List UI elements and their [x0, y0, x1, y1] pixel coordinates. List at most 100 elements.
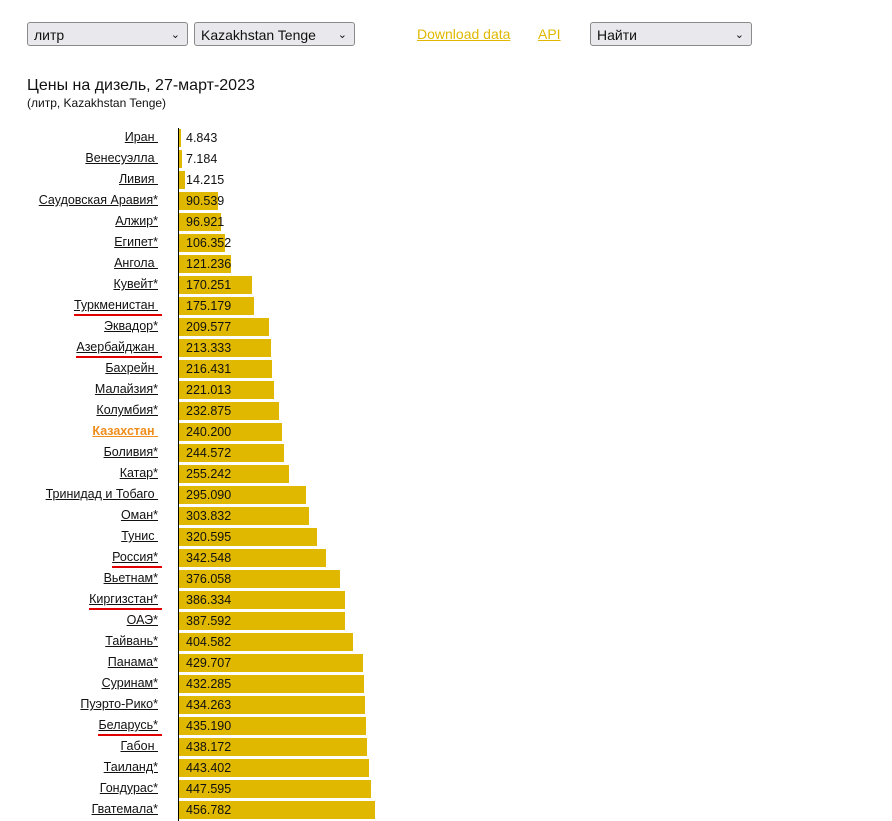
- country-link[interactable]: Кувейт*: [113, 277, 158, 291]
- country-link[interactable]: Таиланд*: [103, 760, 158, 774]
- download-data-link[interactable]: Download data: [417, 26, 511, 42]
- country-link[interactable]: Азербайджан: [76, 340, 158, 354]
- unit-select-value: литр: [34, 27, 65, 43]
- country-link[interactable]: Венесуэлла: [85, 151, 158, 165]
- bar-value-label: 121.236: [186, 257, 232, 271]
- country-link[interactable]: Пуэрто-Рико*: [80, 697, 158, 711]
- country-link[interactable]: Алжир*: [115, 214, 158, 228]
- bar: [179, 129, 182, 147]
- bar-value-label: 447.595: [186, 782, 232, 796]
- bar-value-label: 170.251: [186, 278, 232, 292]
- country-link[interactable]: Тунис: [121, 529, 158, 543]
- chart-row: ОАЭ* 387.592: [0, 611, 600, 632]
- chart-row: Малайзия* 221.013: [0, 380, 600, 401]
- bar: [179, 759, 370, 777]
- country-link[interactable]: Вьетнам*: [103, 571, 158, 585]
- bar-value-label: 435.190: [186, 719, 232, 733]
- country-link[interactable]: Боливия*: [103, 445, 158, 459]
- red-underline-mark: [89, 608, 162, 610]
- country-link[interactable]: Казахстан: [92, 424, 158, 438]
- chart-row: Тунис 320.595: [0, 527, 600, 548]
- country-link[interactable]: Египет*: [114, 235, 158, 249]
- bar-value-label: 320.595: [186, 530, 232, 544]
- bar: [179, 234, 225, 252]
- bar-value-label: 404.582: [186, 635, 232, 649]
- bar: [179, 360, 272, 378]
- country-link[interactable]: Малайзия*: [94, 382, 158, 396]
- chart-row: Казахстан 240.200: [0, 422, 600, 443]
- bar: [179, 549, 326, 567]
- bar-value-label: 429.707: [186, 656, 232, 670]
- chart-row: Бахрейн 216.431: [0, 359, 600, 380]
- bar: [179, 171, 186, 189]
- country-link[interactable]: Оман*: [120, 508, 158, 522]
- find-select-value: Найти: [597, 27, 637, 43]
- bar: [179, 297, 255, 315]
- country-link[interactable]: Бахрейн: [105, 361, 158, 375]
- bar-value-label: 295.090: [186, 488, 232, 502]
- chevron-down-icon: ⌄: [734, 29, 744, 41]
- country-link[interactable]: Ангола: [114, 256, 158, 270]
- country-link[interactable]: ОАЭ*: [126, 613, 158, 627]
- chart-row: Гондурас* 447.595: [0, 779, 600, 800]
- bar: [179, 612, 346, 630]
- bar-value-label: 456.782: [186, 803, 232, 817]
- country-link[interactable]: Катар*: [119, 466, 158, 480]
- chart-row: Саудовская Аравия* 90.539: [0, 191, 600, 212]
- country-link[interactable]: Габон: [120, 739, 158, 753]
- bar: [179, 528, 317, 546]
- bar-value-label: 386.334: [186, 593, 232, 607]
- country-link[interactable]: Суринам*: [101, 676, 158, 690]
- chart-row: Тринидад и Тобаго 295.090: [0, 485, 600, 506]
- bar-value-label: 175.179: [186, 299, 232, 313]
- chart-row: Ливия 14.215: [0, 170, 600, 191]
- chart-row: Вьетнам* 376.058: [0, 569, 600, 590]
- country-link[interactable]: Россия*: [112, 550, 158, 564]
- unit-select[interactable]: литр ⌄: [27, 22, 188, 46]
- bar-value-label: 90.539: [186, 194, 225, 208]
- chart-row: Беларусь* 435.190: [0, 716, 600, 737]
- country-link[interactable]: Гондурас*: [99, 781, 158, 795]
- chart-row: Пуэрто-Рико* 434.263: [0, 695, 600, 716]
- bar: [179, 423, 283, 441]
- bar: [179, 150, 183, 168]
- chart-row: Гватемала* 456.782: [0, 800, 600, 821]
- chart-axis: [178, 128, 179, 821]
- bar-value-label: 106.352: [186, 236, 232, 250]
- country-link[interactable]: Тайвань*: [105, 634, 158, 648]
- red-underline-mark: [112, 566, 162, 568]
- bar-value-label: 209.577: [186, 320, 232, 334]
- bar: [179, 276, 253, 294]
- country-link[interactable]: Киргизстан*: [89, 592, 158, 606]
- chart-row: Туркменистан 175.179: [0, 296, 600, 317]
- chart-row: Ангола 121.236: [0, 254, 600, 275]
- chart-row: Кувейт* 170.251: [0, 275, 600, 296]
- chart-row: Киргизстан* 386.334: [0, 590, 600, 611]
- bar-value-label: 221.013: [186, 383, 232, 397]
- country-link[interactable]: Эквадор*: [104, 319, 158, 333]
- bar: [179, 780, 372, 798]
- bar-value-label: 303.832: [186, 509, 232, 523]
- bar: [179, 255, 232, 273]
- bar: [179, 591, 345, 609]
- bar-value-label: 7.184: [186, 152, 218, 166]
- country-link[interactable]: Панама*: [107, 655, 158, 669]
- currency-select[interactable]: Kazakhstan Tenge ⌄: [194, 22, 355, 46]
- red-underline-mark: [74, 314, 162, 316]
- find-select[interactable]: Найти ⌄: [590, 22, 752, 46]
- country-link[interactable]: Тринидад и Тобаго: [45, 487, 158, 501]
- country-link[interactable]: Иран: [124, 130, 158, 144]
- country-link[interactable]: Колумбия*: [96, 403, 158, 417]
- bar: [179, 444, 284, 462]
- country-link[interactable]: Туркменистан: [73, 298, 158, 312]
- country-link[interactable]: Беларусь*: [98, 718, 158, 732]
- chart-row: Иран 4.843: [0, 128, 600, 149]
- bar-value-label: 14.215: [186, 173, 225, 187]
- bar: [179, 654, 364, 672]
- bar: [179, 465, 289, 483]
- country-link[interactable]: Саудовская Аравия*: [38, 193, 158, 207]
- api-link[interactable]: API: [538, 26, 561, 42]
- chart-row: Тайвань* 404.582: [0, 632, 600, 653]
- country-link[interactable]: Ливия: [118, 172, 158, 186]
- country-link[interactable]: Гватемала*: [91, 802, 158, 816]
